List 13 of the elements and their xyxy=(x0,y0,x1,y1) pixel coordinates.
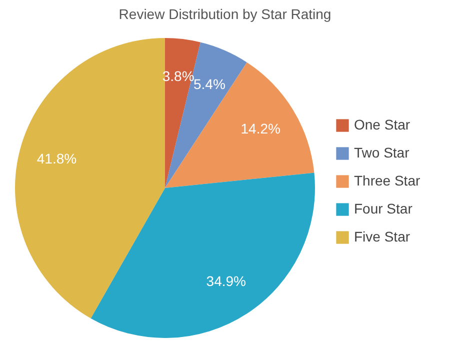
pie-slice xyxy=(165,62,314,188)
legend-label: Four Star xyxy=(354,200,413,216)
pie-slice xyxy=(90,172,315,338)
pie-slice xyxy=(15,38,165,318)
data-label: 14.2% xyxy=(240,120,280,137)
chart-title: Review Distribution by Star Rating xyxy=(118,6,332,22)
legend-label: Three Star xyxy=(354,172,420,188)
data-label: 41.8% xyxy=(36,150,77,166)
legend-label: Two Star xyxy=(354,144,410,160)
data-label: 34.9% xyxy=(206,272,246,289)
legend-label: One Star xyxy=(354,116,410,132)
data-label: 5.4% xyxy=(193,76,226,92)
legend-label: Five Star xyxy=(354,228,410,244)
